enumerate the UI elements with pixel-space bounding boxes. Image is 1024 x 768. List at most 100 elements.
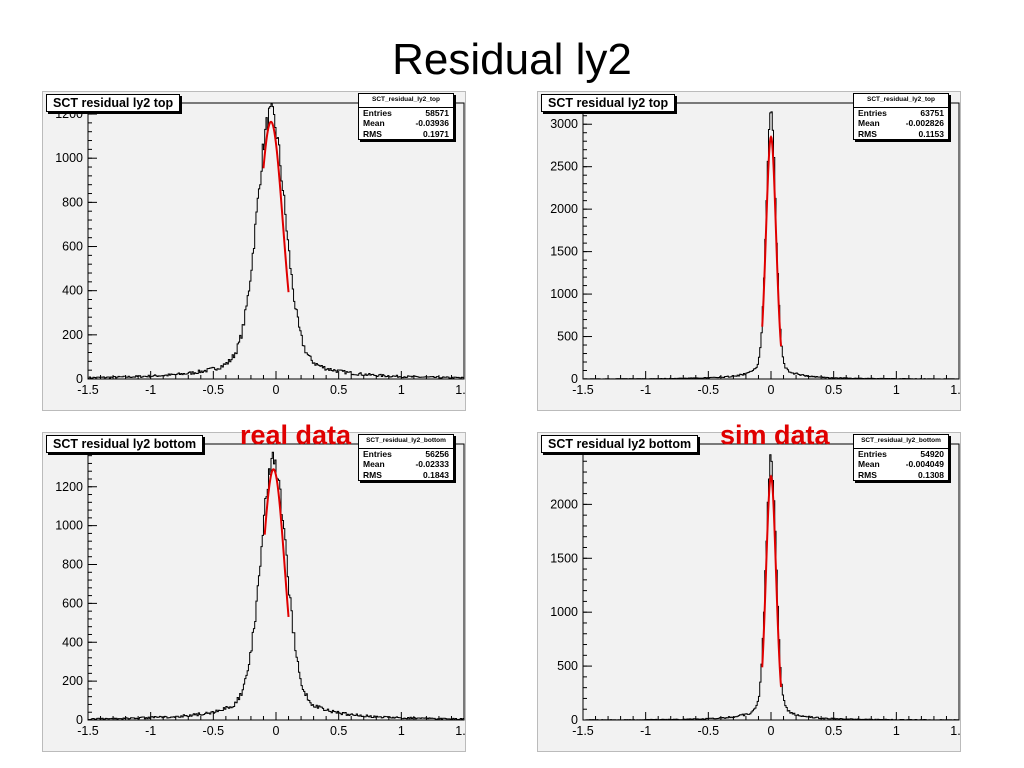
stats-mean-label: Mean [363, 118, 385, 128]
y-tick-label: 1000 [55, 151, 83, 165]
y-tick-label: 0 [571, 372, 578, 386]
histogram-panel-top-real: -1.5-1-0.500.511.5020040060080010001200 … [42, 91, 466, 411]
x-tick-label: -1 [145, 383, 156, 397]
x-tick-label: 1 [893, 724, 900, 738]
x-tick-label: -0.5 [203, 383, 225, 397]
stats-rms-row: RMS 0.1308 [854, 470, 948, 481]
stats-rms-label: RMS [858, 128, 877, 139]
stats-box: SCT_residual_ly2_bottom Entries 56256 Mea… [358, 434, 454, 481]
stats-rms-value: 0.1843 [423, 469, 449, 480]
stats-entries-row: Entries 58571 [359, 108, 453, 119]
stats-entries-row: Entries 63751 [854, 108, 948, 119]
x-tick-label: 0 [273, 383, 280, 397]
stats-name: SCT_residual_ly2_top [359, 94, 453, 108]
x-tick-label: 0.5 [330, 383, 347, 397]
x-tick-label: -1.5 [77, 724, 99, 738]
stats-mean-row: Mean -0.03936 [359, 118, 453, 129]
y-tick-label: 0 [76, 713, 83, 727]
y-tick-label: 400 [62, 635, 83, 649]
stats-name: SCT_residual_ly2_bottom [854, 435, 948, 449]
y-tick-label: 200 [62, 328, 83, 342]
y-tick-label: 600 [62, 240, 83, 254]
stats-rms-value: 0.1971 [423, 128, 449, 139]
y-tick-label: 2500 [550, 160, 578, 174]
x-tick-label: 0 [768, 724, 775, 738]
histogram-title: SCT residual ly2 top [46, 94, 181, 112]
histogram-plot: -1.5 -1 -0.5 0 0.5 1 1.5 0 500 1000 1500 2000 2500 30… [537, 91, 961, 411]
stats-mean-value: -0.004049 [905, 459, 944, 469]
x-tick-label: 1.5 [950, 383, 961, 397]
stats-mean-label: Mean [858, 459, 880, 469]
histogram-title: SCT residual ly2 top [541, 94, 676, 112]
stats-mean-row: Mean -0.02333 [359, 459, 453, 470]
histogram-title: SCT residual ly2 bottom [541, 435, 699, 453]
y-tick-label: 1200 [55, 480, 83, 494]
x-tick-label: -1.5 [572, 724, 594, 738]
y-tick-label: 1500 [550, 245, 578, 259]
slide-title: Residual ly2 [392, 35, 632, 84]
stats-entries-row: Entries 56256 [359, 449, 453, 460]
x-tick-label: -0.5 [203, 724, 225, 738]
x-tick-label: -1 [640, 383, 651, 397]
x-tick-label: -1 [145, 724, 156, 738]
stats-entries-label: Entries [858, 448, 887, 459]
y-tick-label: 2000 [550, 497, 578, 511]
stats-mean-value: -0.002826 [905, 118, 944, 128]
y-tick-label: 800 [62, 558, 83, 572]
x-tick-label: -1.5 [572, 383, 594, 397]
y-tick-label: 1500 [550, 551, 578, 565]
gaussian-fit-line [761, 474, 783, 688]
x-tick-label: -1 [640, 724, 651, 738]
stats-entries-value: 63751 [920, 107, 944, 118]
y-tick-label: 400 [62, 284, 83, 298]
x-tick-label: 0 [768, 383, 775, 397]
histogram-panel-top-sim: -1.5 -1 -0.5 0 0.5 1 1.5 0 500 1000 1500 2000 2500 30… [537, 91, 961, 411]
gaussian-fit-line [761, 135, 783, 347]
x-tick-label: 1 [398, 383, 405, 397]
stats-rms-label: RMS [858, 469, 877, 480]
plot-frame [87, 443, 465, 721]
stats-name: SCT_residual_ly2_bottom [359, 435, 453, 449]
stats-rms-label: RMS [363, 469, 382, 480]
x-tick-label: 1.5 [950, 724, 961, 738]
gaussian-fit-line [262, 120, 290, 293]
stats-name: SCT_residual_ly2_top [854, 94, 948, 108]
stats-rms-row: RMS 0.1843 [359, 470, 453, 481]
y-tick-label: 500 [557, 330, 578, 344]
stats-entries-value: 54920 [920, 448, 944, 459]
sim-data-label: sim data [720, 420, 830, 450]
x-tick-label: 1.5 [455, 383, 466, 397]
stats-box: SCT_residual_ly2_bottom Entries 54920 Mea… [853, 434, 949, 481]
y-tick-label: 0 [571, 713, 578, 727]
stats-box: SCT_residual_ly2_top Entries 58571 Mean -0… [358, 93, 454, 140]
y-tick-label: 3000 [550, 117, 578, 131]
x-tick-label: 0 [273, 724, 280, 738]
stats-mean-row: Mean -0.002826 [854, 118, 948, 129]
stats-entries-value: 56256 [425, 448, 449, 459]
x-tick-label: 1 [893, 383, 900, 397]
y-tick-label: 1000 [550, 605, 578, 619]
plot-frame [582, 443, 960, 721]
y-tick-label: 2000 [550, 202, 578, 216]
y-tick-label: 1000 [550, 287, 578, 301]
x-tick-label: 0.5 [330, 724, 347, 738]
stats-rms-label: RMS [363, 128, 382, 139]
x-tick-label: 1 [398, 724, 405, 738]
stats-rms-row: RMS 0.1153 [854, 129, 948, 140]
stats-mean-row: Mean -0.004049 [854, 459, 948, 470]
x-tick-label: -0.5 [698, 383, 720, 397]
x-tick-label: 1.5 [455, 724, 466, 738]
y-tick-label: 1000 [55, 519, 83, 533]
stats-entries-row: Entries 54920 [854, 449, 948, 460]
stats-box: SCT_residual_ly2_top Entries 63751 Mean -0… [853, 93, 949, 140]
x-tick-label: -1.5 [77, 383, 99, 397]
stats-rms-value: 0.1153 [918, 128, 944, 139]
x-tick-label: 0.5 [825, 724, 842, 738]
histogram-plot: -1.5-1-0.500.511.50200400600800100012001… [42, 432, 466, 752]
x-tick-label: 0.5 [825, 383, 842, 397]
stats-mean-label: Mean [363, 459, 385, 469]
stats-rms-value: 0.1308 [918, 469, 944, 480]
histogram-line [583, 111, 960, 380]
y-tick-label: 0 [76, 372, 83, 386]
y-tick-label: 600 [62, 596, 83, 610]
